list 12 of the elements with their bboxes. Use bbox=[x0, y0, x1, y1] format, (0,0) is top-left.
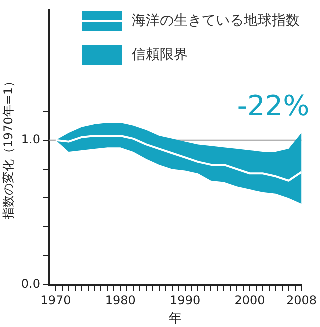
y-tick-label: 1.0 bbox=[21, 132, 40, 146]
x-tick-label: 1980 bbox=[105, 293, 136, 308]
annotation: -22% bbox=[237, 89, 310, 122]
y-tick-label: 0.0 bbox=[21, 277, 40, 292]
annotation: 信頼限界 bbox=[132, 46, 188, 64]
x-tick-label: 2000 bbox=[234, 293, 266, 308]
x-axis-title: 年 bbox=[169, 312, 182, 327]
legend-label: 海洋の生きている地球指数 bbox=[132, 12, 300, 30]
x-tick-label: 1990 bbox=[170, 293, 201, 308]
x-tick-label: 1970 bbox=[40, 293, 72, 308]
y-axis-title: 指数の変化（1970年=1） bbox=[1, 75, 16, 221]
x-tick-label: 2008 bbox=[286, 293, 318, 308]
